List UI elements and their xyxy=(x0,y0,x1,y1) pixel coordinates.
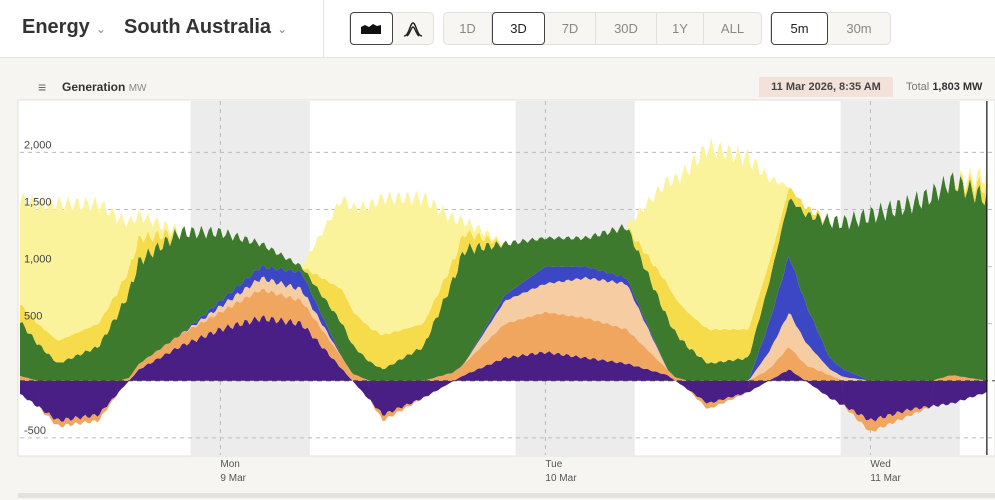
stacked-area-button[interactable] xyxy=(350,12,393,45)
range-all[interactable]: ALL xyxy=(720,21,745,36)
line-chart-icon xyxy=(403,21,422,37)
series-area-gas xyxy=(20,288,987,432)
range-selector: 1D 3D 7D 30D 1Y ALL xyxy=(443,12,762,45)
range-1y[interactable]: 1Y xyxy=(657,13,704,44)
app-label: Energy xyxy=(22,16,90,38)
interval-30m[interactable]: 30m xyxy=(846,21,872,36)
series-area-imports xyxy=(20,256,987,381)
region-label: South Australia xyxy=(124,16,272,38)
panel-title-text: Generation xyxy=(62,80,126,94)
series-area-wind xyxy=(20,172,987,381)
scrollbar xyxy=(18,493,995,498)
interval-5m[interactable]: 5m xyxy=(771,12,828,45)
total-value: 1,803 MW xyxy=(932,81,983,93)
region-selector[interactable]: South Australia ⌄ xyxy=(124,16,287,39)
y-tick-label: 2,000 xyxy=(24,139,52,151)
x-tick-day: Wed xyxy=(870,459,890,470)
chart-mode-toggle xyxy=(349,12,434,45)
app-selector[interactable]: Energy ⌄ xyxy=(22,16,106,39)
interval-selector: 5m 30m xyxy=(770,12,891,45)
x-tick-day: Mon xyxy=(220,459,239,470)
divider xyxy=(323,0,324,58)
chevron-down-icon: ⌄ xyxy=(277,22,288,36)
x-tick-date: 11 Mar xyxy=(870,473,901,484)
chevron-down-icon: ⌄ xyxy=(95,22,106,36)
y-tick-label: 500 xyxy=(24,311,42,323)
menu-icon[interactable]: ≡ xyxy=(38,79,47,95)
x-tick-date: 10 Mar xyxy=(545,473,577,484)
y-tick-label: -500 xyxy=(24,425,46,437)
panel-title: Generation MW xyxy=(62,80,146,94)
range-3d[interactable]: 3D xyxy=(492,12,545,45)
total-label: Total xyxy=(906,81,930,93)
x-tick-date: 9 Mar xyxy=(220,473,246,484)
total-readout: Total 1,803 MW xyxy=(906,81,982,93)
y-tick-label: 1,500 xyxy=(24,196,52,208)
x-tick-day: Tue xyxy=(545,459,562,470)
panel-unit: MW xyxy=(128,83,147,94)
line-chart-button[interactable] xyxy=(393,13,434,44)
series-area-gas-other- xyxy=(20,276,987,381)
stacked-area-icon xyxy=(361,23,382,34)
series-area-solar xyxy=(20,137,987,341)
top-bar: Energy ⌄ South Australia ⌄ 1D 3D 7D 30D 1Y… xyxy=(0,0,995,58)
y-tick-label: 1,000 xyxy=(24,254,52,266)
timestamp-badge: 11 Mar 2026, 8:35 AM xyxy=(759,77,893,97)
series-area-battery-imports xyxy=(20,315,987,422)
range-7d[interactable]: 7D xyxy=(545,13,596,44)
range-30d[interactable]: 30D xyxy=(596,13,657,44)
range-1d[interactable]: 1D xyxy=(444,13,492,44)
